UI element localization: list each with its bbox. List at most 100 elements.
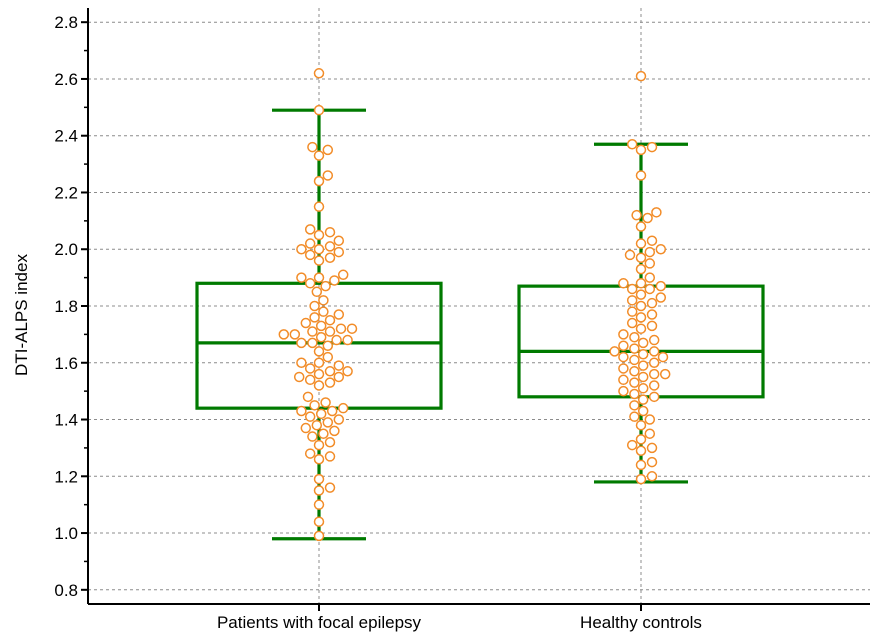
data-point	[635, 434, 647, 445]
data-point	[648, 368, 660, 380]
data-point	[335, 323, 347, 334]
data-point	[318, 306, 329, 317]
data-point	[304, 363, 316, 374]
data-point	[342, 366, 353, 377]
data-point	[304, 278, 316, 289]
data-point	[646, 471, 658, 482]
data-point	[324, 252, 336, 264]
data-point	[629, 331, 640, 343]
data-point	[629, 354, 640, 366]
data-point	[313, 229, 325, 241]
data-point	[618, 351, 629, 363]
data-point	[648, 380, 660, 391]
data-point	[644, 272, 656, 283]
data-point	[337, 402, 349, 414]
y-tick-label: 2.0	[54, 240, 78, 259]
data-point	[644, 246, 656, 258]
data-point	[644, 283, 656, 295]
data-point	[629, 400, 640, 411]
data-point	[626, 439, 638, 451]
data-point	[324, 366, 336, 377]
data-point	[304, 238, 316, 249]
data-point	[296, 272, 307, 283]
data-point	[311, 419, 323, 431]
data-point	[635, 263, 647, 275]
data-point	[635, 473, 647, 485]
y-tick-label: 1.4	[54, 411, 78, 430]
data-point	[331, 334, 342, 346]
data-point	[644, 414, 656, 425]
data-point	[648, 357, 660, 369]
data-point	[307, 141, 318, 153]
data-point	[626, 306, 638, 317]
data-point	[635, 252, 647, 264]
data-point	[635, 300, 647, 312]
data-point	[313, 255, 325, 266]
data-point	[289, 329, 301, 340]
data-point	[635, 70, 647, 82]
data-point	[635, 445, 647, 456]
data-point	[629, 388, 640, 400]
data-point	[296, 243, 307, 255]
data-point	[304, 411, 316, 422]
data-point	[315, 408, 327, 420]
data-point	[646, 235, 658, 246]
data-point	[304, 374, 316, 386]
y-tick-label: 1.8	[54, 297, 78, 316]
data-point	[635, 289, 647, 300]
data-point	[333, 371, 345, 383]
data-point	[313, 380, 325, 391]
data-point	[313, 454, 325, 465]
data-point	[324, 314, 336, 326]
data-point	[322, 170, 334, 181]
data-point	[333, 246, 345, 258]
data-point	[629, 366, 640, 377]
data-point	[657, 351, 669, 363]
data-point	[342, 334, 353, 346]
data-point	[626, 317, 638, 329]
data-point	[324, 326, 336, 337]
data-point	[618, 374, 629, 386]
data-point	[655, 280, 667, 292]
y-axis-title: DTI-ALPS index	[12, 254, 31, 376]
data-point	[307, 326, 318, 337]
x-tick-label: Healthy controls	[580, 613, 702, 632]
data-point	[333, 235, 345, 246]
data-point	[637, 337, 649, 349]
data-point	[629, 411, 640, 422]
y-tick-label: 1.6	[54, 354, 78, 373]
data-point	[324, 436, 336, 448]
data-point	[324, 241, 336, 252]
data-point	[324, 226, 336, 238]
data-point	[322, 340, 334, 351]
data-point	[637, 371, 649, 383]
data-point	[315, 331, 327, 343]
data-point	[635, 459, 647, 471]
data-point	[304, 249, 316, 261]
data-point	[648, 346, 660, 357]
data-point	[626, 138, 638, 150]
data-point	[293, 371, 305, 383]
box-plots	[195, 108, 765, 541]
data-point	[313, 68, 325, 79]
data-point	[313, 104, 325, 116]
gridlines	[88, 8, 870, 604]
data-point	[324, 451, 336, 462]
y-tick-label: 2.4	[54, 127, 78, 146]
data-point	[629, 343, 640, 354]
data-point	[618, 340, 629, 351]
data-point	[309, 400, 320, 411]
data-point	[635, 419, 647, 431]
data-point	[635, 312, 647, 323]
data-point	[655, 243, 667, 255]
y-tick-label: 2.6	[54, 70, 78, 89]
data-point	[631, 209, 642, 221]
data-point	[278, 329, 290, 340]
data-point	[646, 309, 658, 320]
data-point	[646, 141, 658, 153]
data-point	[320, 280, 331, 292]
data-point	[329, 425, 340, 437]
data-point	[296, 337, 307, 349]
data-point	[648, 391, 660, 403]
